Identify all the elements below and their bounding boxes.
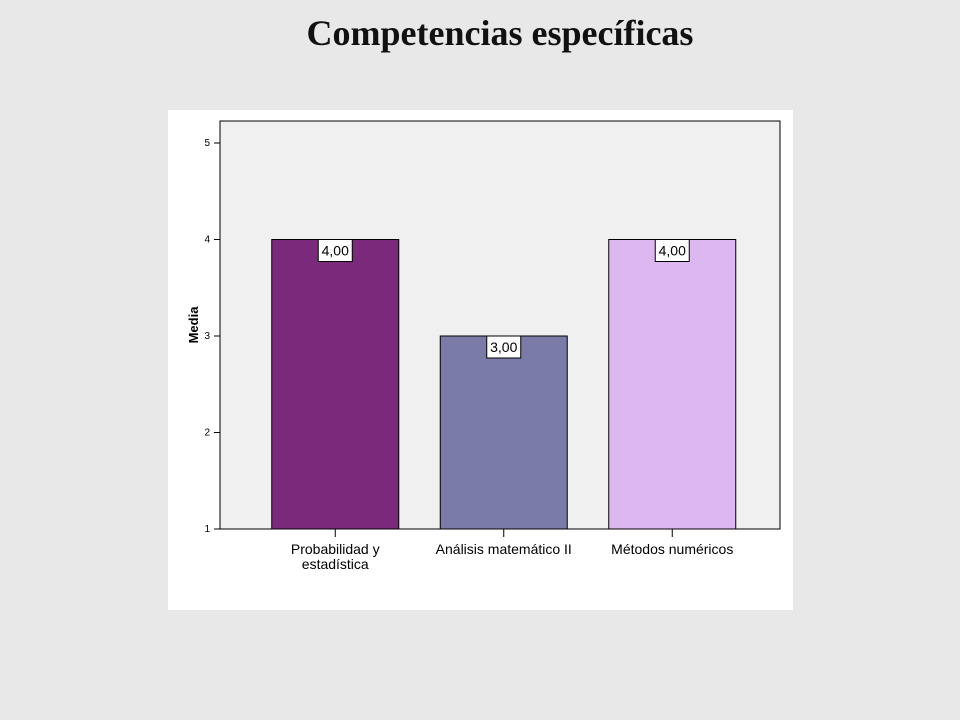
bar-chart: Media 1 2 3 4 5 4,00 3,00 4,00 Probabilidad ye…: [186, 120, 781, 572]
data-label-box: [654, 239, 690, 262]
bar: [439, 335, 568, 530]
data-label: 4,00: [659, 243, 686, 259]
x-tick-label: Métodos numéricos: [611, 541, 733, 557]
data-label-box: [486, 335, 522, 359]
x-tick-label: Probabilidad y: [291, 541, 380, 557]
bar: [271, 239, 400, 530]
bars: 4,00 3,00 4,00: [271, 239, 737, 530]
y-tick-label: 4: [204, 235, 210, 246]
bar: [608, 239, 737, 530]
y-axis-label: Media: [186, 306, 201, 344]
y-tick-label: 5: [204, 138, 210, 149]
y-tick-label: 3: [204, 331, 210, 342]
x-tick-label: estadística: [302, 556, 369, 572]
data-label: 3,00: [490, 339, 517, 355]
data-label: 4,00: [322, 243, 349, 259]
slide-title: Competencias específicas: [306, 13, 694, 53]
y-tick-label: 1: [204, 524, 210, 535]
y-tick-label: 2: [204, 428, 210, 439]
data-label-box: [317, 239, 353, 262]
x-tick-label: Análisis matemático II: [436, 541, 572, 557]
y-axis: 1 2 3 4 5: [204, 138, 220, 535]
